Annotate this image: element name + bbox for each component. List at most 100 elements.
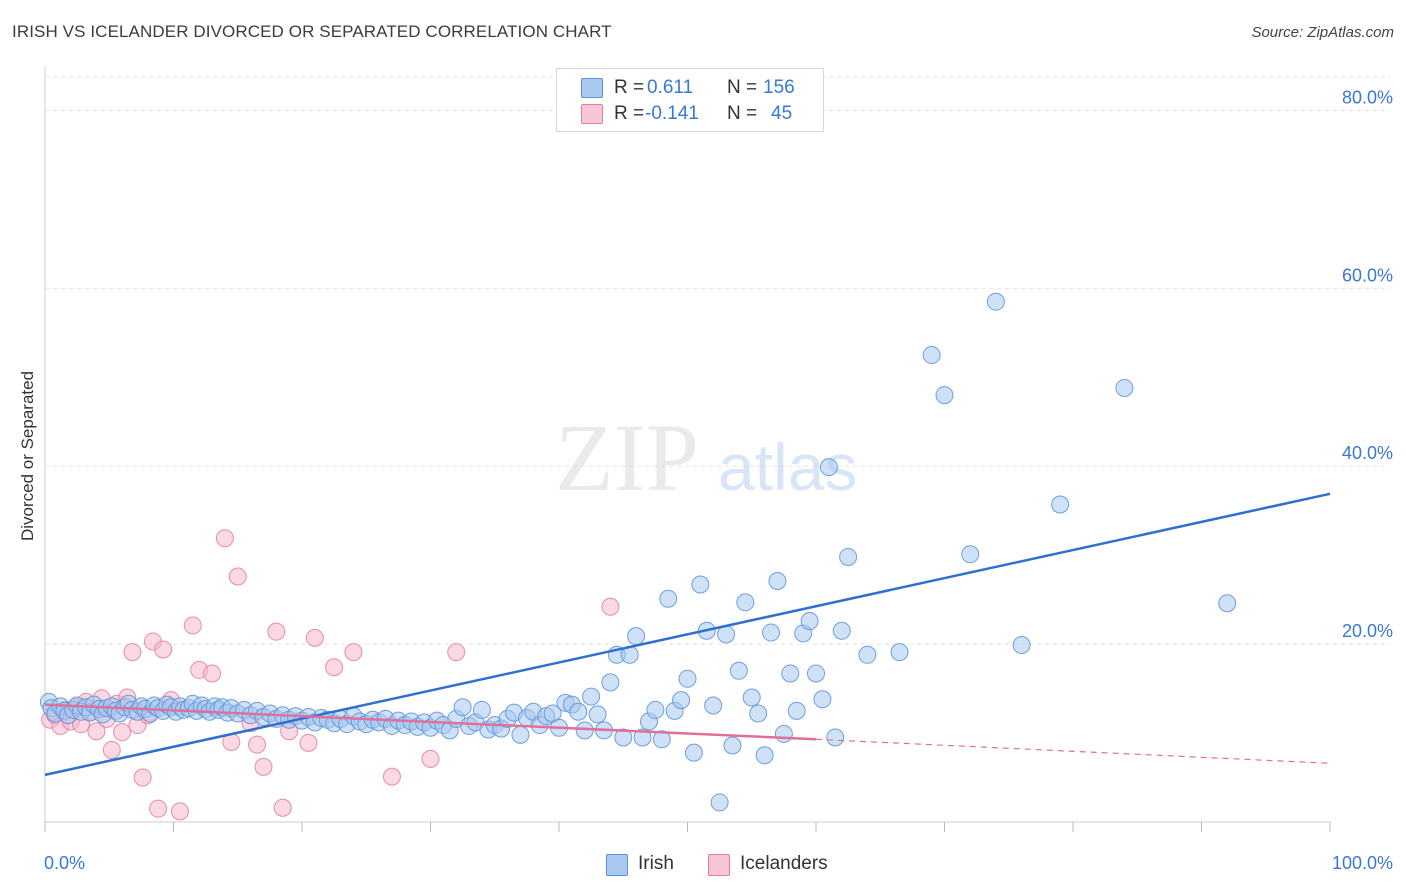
y-tick-label: 80.0%: [1342, 87, 1393, 107]
icelanders-point: [149, 799, 168, 818]
stats-row-icelanders: R = -0.141 N = 45: [557, 101, 823, 127]
irish-point: [826, 728, 845, 747]
icelanders-point: [113, 723, 132, 742]
irish-point: [723, 736, 742, 755]
x-tick-labels: 0.0% 100.0%: [44, 853, 1393, 873]
irish-point: [472, 700, 491, 719]
irish-point: [646, 700, 665, 719]
irish-point: [807, 664, 825, 683]
n-label: N =: [727, 103, 758, 124]
irish-point: [819, 458, 838, 477]
icelanders-point: [154, 640, 173, 659]
watermark: ZIP atlas: [555, 404, 857, 511]
trend-lines: [44, 492, 1331, 777]
irish-trend-line: [44, 492, 1331, 777]
irish-point: [729, 661, 748, 680]
irish-point: [1115, 378, 1134, 397]
chart-title: IRISH VS ICELANDER DIVORCED OR SEPARATED…: [12, 22, 612, 41]
icelanders-point: [344, 643, 363, 662]
icelanders-point: [254, 757, 273, 776]
y-tick-label: 40.0%: [1342, 443, 1393, 463]
icelanders-point: [87, 722, 106, 741]
irish-swatch: [606, 854, 628, 876]
irish-point: [453, 698, 472, 717]
icelanders-points: [41, 529, 620, 821]
irish-point: [961, 545, 980, 564]
icelanders-point: [203, 664, 222, 683]
irish-point: [691, 575, 710, 594]
irish-point: [742, 688, 761, 707]
irish-point: [1218, 594, 1237, 613]
r-label: R =: [614, 103, 645, 124]
icelanders-point: [447, 643, 466, 662]
r-value: 0.611: [647, 77, 694, 98]
y-tick-labels: 20.0% 40.0% 60.0% 80.0%: [1342, 87, 1393, 641]
icelanders-point: [183, 616, 202, 635]
irish-point: [659, 589, 678, 608]
irish-point: [839, 547, 858, 566]
irish-point: [582, 687, 601, 706]
icelanders-point: [382, 767, 401, 786]
irish-point: [511, 725, 530, 744]
irish-point: [569, 702, 588, 721]
icelanders-swatch: [708, 854, 730, 876]
irish-point: [774, 724, 793, 743]
irish-point: [704, 696, 723, 715]
x-ticks: [44, 822, 1331, 832]
irish-point: [749, 704, 768, 723]
irish-point: [614, 728, 633, 747]
r-label: R =: [614, 77, 645, 98]
r-value: -0.141: [645, 103, 699, 124]
irish-point: [652, 730, 671, 749]
icelanders-point: [305, 628, 324, 647]
irish-point: [672, 691, 691, 710]
irish-point: [627, 627, 646, 646]
irish-point: [922, 346, 941, 365]
irish-point: [813, 690, 832, 709]
irish-point: [684, 743, 703, 762]
irish-point: [935, 386, 954, 405]
icelanders-point: [215, 529, 234, 548]
stats-legend: R = 0.611 N = 156 R = -0.141 N = 45: [556, 68, 824, 132]
icelanders-point: [325, 658, 344, 677]
y-tick-label: 20.0%: [1342, 621, 1393, 641]
source-credit: Source: ZipAtlas.com: [1251, 24, 1394, 41]
icelanders-point: [228, 567, 247, 586]
n-label: N =: [727, 77, 758, 98]
irish-point: [633, 728, 652, 747]
irish-point: [1012, 636, 1031, 655]
icelanders-point: [133, 768, 152, 787]
irish-point: [736, 593, 755, 612]
irish-point: [768, 571, 787, 590]
legend-label-icelanders: Icelanders: [740, 853, 828, 874]
irish-point: [762, 623, 781, 642]
legend-label-irish: Irish: [638, 853, 674, 874]
n-value: 156: [763, 77, 795, 98]
n-value: 45: [771, 103, 793, 124]
icelanders-trend-extension: [815, 738, 1331, 764]
irish-points: [39, 292, 1237, 812]
icelanders-point: [273, 798, 292, 817]
irish-point: [986, 292, 1005, 311]
icelanders-trend-line: [44, 703, 817, 741]
irish-point: [858, 645, 877, 664]
icelanders-swatch: [581, 104, 603, 124]
icelanders-point: [123, 643, 142, 662]
irish-point: [755, 746, 774, 765]
icelanders-point: [248, 735, 267, 754]
irish-point: [710, 793, 729, 812]
icelanders-point: [601, 597, 620, 616]
irish-point: [1051, 495, 1070, 514]
irish-point: [832, 621, 851, 640]
icelanders-point: [421, 749, 440, 768]
icelanders-point: [170, 802, 189, 821]
irish-swatch: [581, 78, 603, 98]
y-axis-label: Divorced or Separated: [18, 371, 37, 541]
irish-point: [800, 611, 819, 630]
irish-point: [890, 643, 909, 662]
grid-lines: [45, 76, 1390, 645]
irish-point: [781, 664, 800, 683]
icelanders-point: [267, 622, 286, 641]
icelanders-point: [299, 733, 318, 752]
